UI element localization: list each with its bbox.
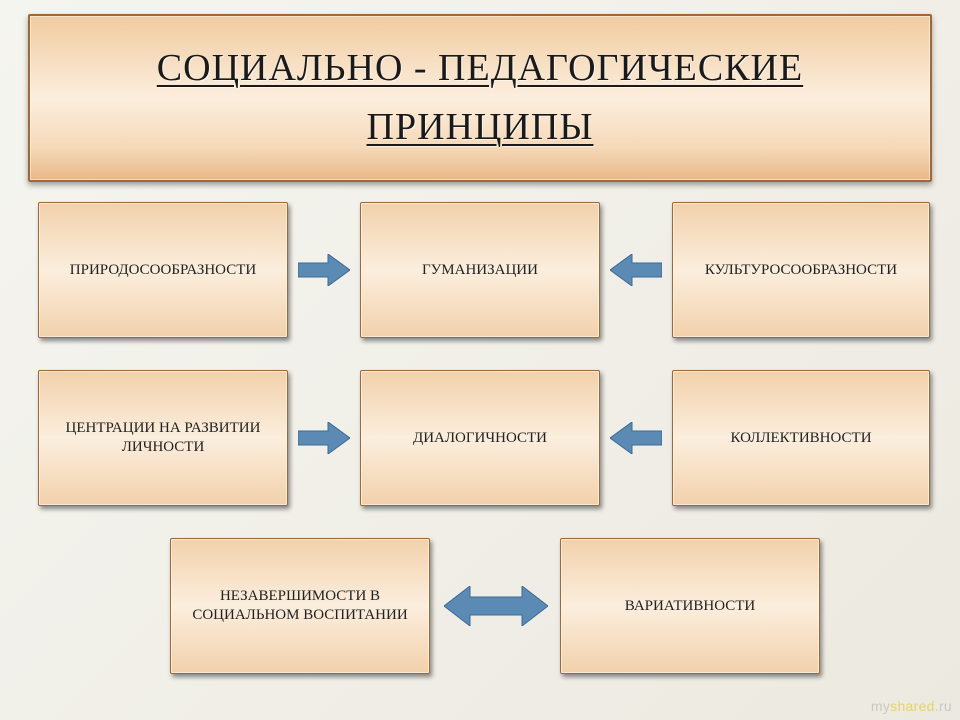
watermark-ru: .ru bbox=[935, 698, 952, 714]
card-label: ГУМАНИЗАЦИИ bbox=[422, 261, 538, 280]
title-text: СОЦИАЛЬНО - ПЕДАГОГИЧЕСКИЕ ПРИНЦИПЫ bbox=[157, 39, 803, 157]
arrow-left-icon bbox=[610, 422, 662, 454]
card-r2c2: ДИАЛОГИЧНОСТИ bbox=[360, 370, 600, 506]
card-r1c3: КУЛЬТУРОСООБРАЗНОСТИ bbox=[672, 202, 930, 338]
arrow-double-icon bbox=[444, 586, 548, 626]
watermark-my: my bbox=[871, 698, 890, 714]
card-label: ДИАЛОГИЧНОСТИ bbox=[413, 429, 547, 448]
title-line2: ПРИНЦИПЫ bbox=[367, 106, 594, 148]
card-label: КУЛЬТУРОСООБРАЗНОСТИ bbox=[705, 261, 897, 280]
card-label: ВАРИАТИВНОСТИ bbox=[625, 597, 755, 616]
arrow-right-icon bbox=[298, 254, 350, 286]
card-r3c1: НЕЗАВЕРШИМОСТИ В СОЦИАЛЬНОМ ВОСПИТАНИИ bbox=[170, 538, 430, 674]
card-label: ЦЕНТРАЦИИ НА РАЗВИТИИ ЛИЧНОСТИ bbox=[45, 419, 281, 457]
arrow-left-icon bbox=[610, 254, 662, 286]
card-r1c1: ПРИРОДОСООБРАЗНОСТИ bbox=[38, 202, 288, 338]
card-r3c2: ВАРИАТИВНОСТИ bbox=[560, 538, 820, 674]
card-r2c1: ЦЕНТРАЦИИ НА РАЗВИТИИ ЛИЧНОСТИ bbox=[38, 370, 288, 506]
card-label: КОЛЛЕКТИВНОСТИ bbox=[730, 429, 871, 448]
card-r2c3: КОЛЛЕКТИВНОСТИ bbox=[672, 370, 930, 506]
card-label: НЕЗАВЕРШИМОСТИ В СОЦИАЛЬНОМ ВОСПИТАНИИ bbox=[177, 587, 423, 625]
card-r1c2: ГУМАНИЗАЦИИ bbox=[360, 202, 600, 338]
title-box: СОЦИАЛЬНО - ПЕДАГОГИЧЕСКИЕ ПРИНЦИПЫ bbox=[28, 14, 932, 182]
title-line1: СОЦИАЛЬНО - ПЕДАГОГИЧЕСКИЕ bbox=[157, 47, 803, 89]
card-label: ПРИРОДОСООБРАЗНОСТИ bbox=[70, 261, 256, 280]
watermark-shared: shared bbox=[890, 698, 935, 714]
arrow-right-icon bbox=[298, 422, 350, 454]
watermark: myshared.ru bbox=[871, 698, 952, 714]
